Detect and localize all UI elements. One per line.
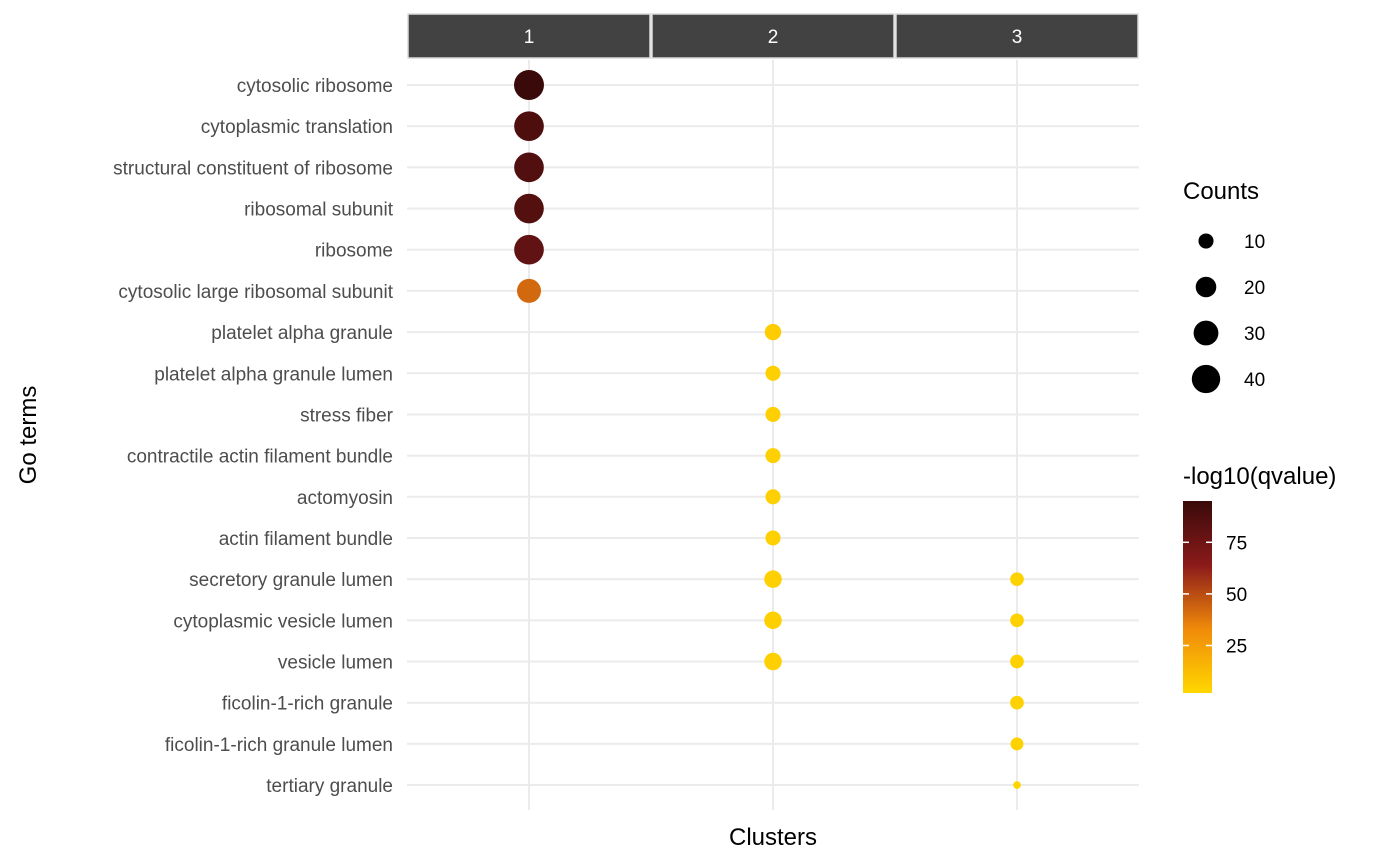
- data-point: [764, 323, 782, 341]
- data-point: [764, 570, 782, 588]
- size-legend-label: 30: [1244, 324, 1265, 345]
- data-point: [1010, 613, 1024, 628]
- size-legend-key: [1198, 233, 1214, 249]
- data-point: [1010, 572, 1024, 586]
- data-point: [1010, 737, 1024, 751]
- data-point: [765, 406, 781, 422]
- facet-strip-1: [407, 13, 651, 59]
- y-tick-label: contractile actin filament bundle: [127, 447, 393, 468]
- y-tick-label: platelet alpha granule: [211, 323, 393, 344]
- facet-strips: 1 2 3: [407, 13, 1139, 59]
- y-tick-label: ribosomal subunit: [244, 200, 394, 221]
- size-legend-label: 20: [1244, 278, 1265, 299]
- y-tick-label: platelet alpha granule lumen: [154, 364, 393, 385]
- data-point: [514, 70, 544, 100]
- size-legend-label: 10: [1244, 232, 1265, 253]
- data-point: [1013, 781, 1021, 789]
- y-tick-label: cytosolic large ribosomal subunit: [118, 282, 393, 303]
- size-legend-label: 40: [1244, 370, 1265, 391]
- data-point: [514, 234, 544, 265]
- color-legend-label: 75: [1226, 533, 1247, 554]
- data-point: [765, 489, 781, 505]
- data-point: [516, 278, 542, 303]
- size-legend: Counts 10 20 30 40: [1183, 178, 1265, 394]
- y-tick-label: ficolin-1-rich granule lumen: [165, 735, 393, 756]
- data-point: [514, 193, 544, 224]
- facet-strip-2: [651, 13, 895, 59]
- facet-strip-3: [895, 13, 1139, 59]
- size-legend-key: [1195, 276, 1217, 298]
- size-legend-title: Counts: [1183, 178, 1259, 205]
- facet-strip-label: 3: [1012, 27, 1023, 48]
- size-legend-key: [1191, 364, 1221, 394]
- y-tick-label: cytoplasmic translation: [201, 117, 393, 138]
- size-legend-key: [1193, 320, 1219, 346]
- data-point: [1010, 654, 1024, 669]
- color-legend-label: 50: [1226, 585, 1247, 606]
- facet-strip-label: 1: [524, 27, 535, 48]
- y-tick-label: secretory granule lumen: [189, 570, 393, 591]
- data-point: [764, 652, 782, 671]
- y-tick-label: structural constituent of ribosome: [113, 158, 393, 179]
- y-tick-label: cytoplasmic vesicle lumen: [173, 611, 393, 632]
- data-point: [1010, 695, 1024, 710]
- data-point: [765, 448, 781, 464]
- data-point: [514, 111, 544, 142]
- color-legend: -log10(qvalue) 25 50 75: [1183, 463, 1336, 693]
- y-axis-title: Go terms: [15, 386, 42, 485]
- y-tick-label: vesicle lumen: [278, 653, 393, 674]
- y-tick-label: actomyosin: [297, 488, 393, 509]
- y-tick-label: ribosome: [315, 241, 393, 262]
- data-point: [764, 611, 782, 630]
- color-legend-label: 25: [1226, 637, 1247, 658]
- color-legend-title: -log10(qvalue): [1183, 463, 1336, 490]
- data-point: [765, 365, 781, 381]
- data-points: [514, 70, 1024, 789]
- data-point: [514, 152, 544, 183]
- y-tick-label: cytosolic ribosome: [237, 76, 393, 97]
- y-tick-label: actin filament bundle: [219, 529, 393, 550]
- x-axis-title: Clusters: [729, 824, 817, 851]
- data-point: [765, 530, 781, 546]
- y-axis-tick-labels: cytosolic ribosome cytoplasmic translatio…: [113, 76, 394, 797]
- color-legend-bar: [1183, 501, 1212, 693]
- y-tick-label: stress fiber: [300, 405, 394, 426]
- facet-strip-label: 2: [768, 27, 779, 48]
- y-tick-label: ficolin-1-rich granule: [222, 694, 393, 715]
- y-tick-label: tertiary granule: [266, 776, 393, 797]
